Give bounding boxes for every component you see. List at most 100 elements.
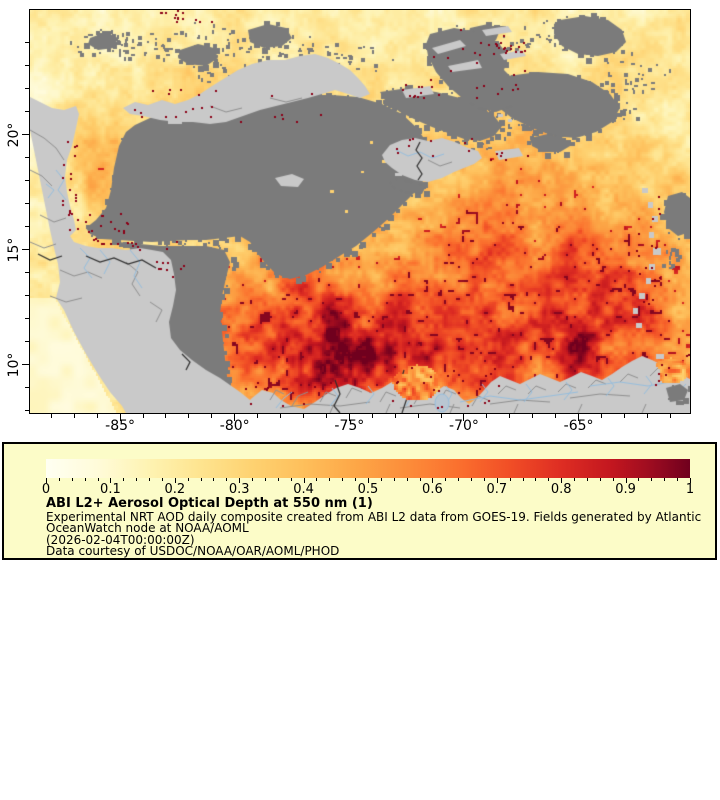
colorbar-tick [625, 478, 627, 483]
legend-timestamp: (2026-02-04T00:00:00Z) [46, 532, 195, 547]
colorbar-tick [432, 478, 434, 483]
colorbar-minor-tick [252, 478, 254, 481]
x-axis-minor-tick [509, 414, 511, 418]
colorbar-tick [174, 478, 176, 483]
legend-text-block: ABI L2+ Aerosol Optical Depth at 550 nm … [46, 497, 701, 557]
legend-description-line1: Experimental NRT AOD daily composite cre… [46, 510, 702, 524]
x-axis-minor-tick [280, 414, 282, 418]
y-axis-tick [22, 134, 29, 136]
colorbar-minor-tick [393, 478, 395, 481]
x-axis-minor-tick [623, 414, 625, 418]
colorbar-minor-tick [161, 478, 163, 481]
colorbar-tick-label: 0.5 [357, 482, 379, 497]
colorbar-minor-tick [509, 478, 511, 481]
x-axis-minor-tick [486, 414, 488, 418]
colorbar-minor-tick [355, 478, 357, 481]
x-axis-minor-tick [325, 414, 327, 418]
y-axis-tick [22, 364, 29, 366]
x-axis-minor-tick [394, 414, 396, 418]
colorbar-tick [239, 478, 241, 483]
colorbar-tick-label: 0.2 [164, 482, 186, 497]
colorbar-tick-label: 0.8 [550, 482, 572, 497]
x-axis-minor-tick [555, 414, 557, 418]
colorbar-minor-tick [136, 478, 138, 481]
x-axis-tick [578, 414, 580, 421]
colorbar-tick [46, 478, 47, 483]
x-axis-tick-label: -75° [334, 418, 365, 434]
y-axis-tick-label: 15° [6, 237, 22, 263]
colorbar-minor-tick [71, 478, 73, 481]
colorbar-minor-tick [419, 478, 421, 481]
colorbar-minor-tick [200, 478, 202, 481]
colorbar-minor-tick [586, 478, 588, 481]
map-plot [29, 9, 691, 414]
colorbar-minor-tick [342, 478, 344, 481]
x-axis-minor-tick [440, 414, 442, 418]
colorbar-minor-tick [471, 478, 473, 481]
colorbar-tick-label: 1 [685, 482, 695, 497]
x-axis-minor-tick [302, 414, 304, 418]
colorbar-tick-label: 0.7 [486, 482, 508, 497]
colorbar-tick-label: 0.9 [615, 482, 636, 497]
colorbar-tick [303, 478, 305, 483]
colorbar-minor-tick [483, 478, 485, 481]
colorbar-minor-tick [97, 478, 99, 481]
aod-raster-canvas [30, 10, 690, 413]
colorbar-minor-tick [522, 478, 524, 481]
legend-panel: 0 0.1 0.2 0.3 0.4 0.5 0.6 0.7 0.8 0.9 1 ABI L2+ Ae… [2, 442, 717, 560]
x-axis-minor-tick [601, 414, 602, 418]
colorbar-minor-tick [548, 478, 550, 481]
colorbar-tick-label: 0.1 [100, 482, 121, 497]
colorbar-minor-tick [535, 478, 537, 481]
colorbar-minor-tick [290, 478, 292, 481]
colorbar-minor-tick [677, 478, 679, 481]
x-axis-minor-tick [96, 414, 98, 418]
x-axis-tick-label: -80° [219, 418, 250, 434]
colorbar-tick-label: 0.3 [228, 482, 250, 497]
x-axis-minor-tick [417, 414, 419, 418]
colorbar-minor-tick [187, 478, 189, 481]
legend-description-line2: OceanWatch node at NOAA/AOML [46, 521, 249, 536]
colorbar-minor-tick [612, 478, 614, 481]
colorbar-minor-tick [458, 478, 460, 481]
x-axis-minor-tick [73, 414, 75, 418]
colorbar-tick [690, 478, 691, 483]
y-axis-tick-label: 10° [6, 352, 22, 378]
x-axis-tick-label: -85° [105, 418, 136, 434]
x-axis-tick-label: -70° [449, 418, 479, 434]
x-axis-tick [463, 414, 465, 421]
colorbar-tick [561, 478, 563, 483]
x-axis-minor-tick [257, 414, 259, 418]
colorbar-tick-label: 0.6 [422, 482, 443, 497]
x-axis-tick [234, 414, 236, 421]
x-axis-minor-tick [211, 414, 213, 418]
colorbar-tick [496, 478, 498, 483]
colorbar-minor-tick [329, 478, 331, 481]
x-axis-minor-tick [646, 414, 648, 418]
colorbar-minor-tick [406, 478, 408, 481]
colorbar-minor-tick [123, 478, 125, 481]
colorbar-gradient [46, 459, 690, 478]
x-axis-minor-tick [142, 414, 144, 418]
colorbar-minor-tick [664, 478, 666, 481]
colorbar-minor-tick [445, 478, 447, 481]
colorbar-minor-tick [277, 478, 279, 481]
x-axis-minor-tick [188, 414, 190, 418]
colorbar-minor-tick [380, 478, 382, 481]
colorbar-tick-label: 0 [41, 482, 51, 497]
x-axis-minor-tick [532, 414, 534, 418]
x-axis-tick-label: -65° [563, 418, 594, 434]
x-axis-minor-tick [669, 414, 671, 418]
x-axis-minor-tick [50, 414, 52, 418]
colorbar-minor-tick [264, 478, 266, 481]
colorbar-minor-tick [651, 478, 653, 481]
colorbar-minor-tick [213, 478, 215, 481]
legend-courtesy: Data courtesy of USDOC/NOAA/OAR/AOML/PHO… [46, 543, 340, 558]
colorbar-minor-tick [599, 478, 601, 481]
legend-title: ABI L2+ Aerosol Optical Depth at 550 nm … [46, 496, 373, 511]
colorbar-minor-tick [84, 478, 86, 481]
colorbar-minor-tick [316, 478, 318, 481]
colorbar-minor-tick [574, 478, 576, 481]
colorbar-tick [368, 478, 369, 483]
